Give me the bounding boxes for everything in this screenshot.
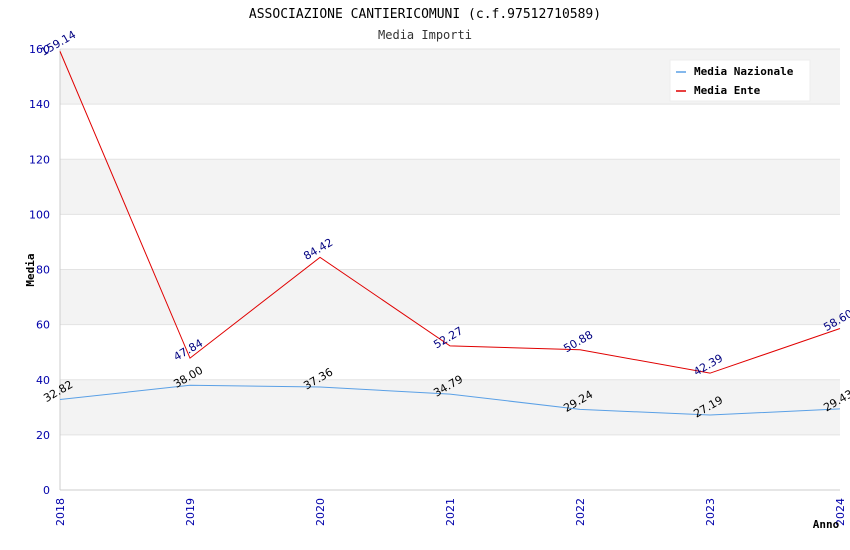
grid-band: [60, 104, 840, 160]
x-tick-label: 2020: [314, 498, 327, 526]
background-bands: [60, 49, 840, 490]
y-tick-label: 60: [36, 319, 50, 332]
grid-band: [60, 434, 840, 490]
grid-band: [60, 269, 840, 325]
chart-subtitle: Media Importi: [378, 28, 472, 42]
legend-box: [669, 59, 811, 102]
x-tick-label: 2024: [834, 498, 847, 526]
grid-band: [60, 379, 840, 435]
x-tick-label: 2022: [574, 498, 587, 526]
x-tick-label: 2023: [704, 498, 717, 526]
x-tick-label: 2018: [54, 498, 67, 526]
series-line-nazionale: [59, 384, 841, 416]
y-tick-label: 140: [29, 98, 50, 111]
grid-band: [60, 324, 840, 380]
x-tick-label: 2021: [444, 498, 457, 526]
x-axis-title: Anno: [813, 518, 840, 531]
chart-title: ASSOCIAZIONE CANTIERICOMUNI (c.f.9751271…: [249, 7, 601, 22]
series-lines: [59, 51, 841, 416]
y-tick-label: 0: [43, 484, 50, 497]
y-tick-label: 160: [29, 43, 50, 56]
legend: Media Nazionale Media Ente: [669, 59, 811, 102]
y-tick-label: 40: [36, 374, 50, 387]
series-line-ente: [59, 51, 841, 374]
legend-label-ente: Media Ente: [694, 84, 761, 97]
grid-band: [60, 214, 840, 270]
y-tick-label: 100: [29, 208, 50, 221]
y-axis-title: Media: [24, 253, 37, 286]
legend-label-nazionale: Media Nazionale: [694, 65, 794, 78]
y-tick-labels: 0 20 40 60 80 100 120 140 160: [29, 43, 50, 497]
y-tick-label: 120: [29, 153, 50, 166]
x-tick-labels: 2018 2019 2020 2021 2022 2023 2024: [54, 498, 847, 526]
y-tick-label: 20: [36, 429, 50, 442]
y-tick-label: 80: [36, 264, 50, 277]
x-tick-label: 2019: [184, 498, 197, 526]
grid-band: [60, 159, 840, 215]
